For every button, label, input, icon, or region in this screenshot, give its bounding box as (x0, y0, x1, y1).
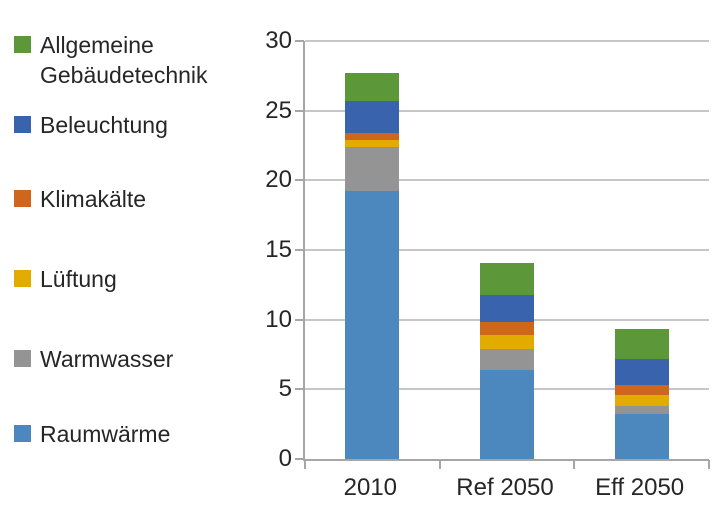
gridline-30 (305, 40, 709, 42)
gridline-15 (305, 249, 709, 251)
bar-segment-eff-2050-klimak-lte (614, 385, 669, 395)
legend-item-beleuchtung: Beleuchtung (14, 110, 168, 140)
bar-ref-2050 (480, 262, 534, 459)
bar-segment-2010-l-ftung (345, 139, 400, 147)
legend-label: Raumwärme (40, 421, 171, 447)
bar-segment-eff-2050-allgemeine-geb-udetechnik (614, 329, 669, 359)
x-category-label-2010: 2010 (343, 474, 398, 501)
y-tick-label-25: 25 (265, 96, 292, 124)
bar-segment-eff-2050-warmwasser (614, 406, 669, 415)
x-tick-mark-2 (573, 460, 576, 469)
x-category-label-ref-2050: Ref 2050 (456, 474, 554, 501)
y-tick-label-30: 30 (265, 27, 292, 54)
x-axis-labels: 2010 Ref 2050 Eff 2050 (303, 474, 707, 504)
legend-item-l-ftung: Lüftung (14, 264, 117, 294)
bar-segment-eff-2050-beleuchtung (614, 358, 669, 386)
y-tick-label-15: 15 (265, 236, 292, 263)
y-tick-label-10: 10 (265, 305, 292, 333)
bar-segment-ref-2050-klimak-lte (480, 322, 534, 336)
y-tick-mark-10 (295, 318, 304, 321)
bar-segment-2010-warmwasser (345, 146, 400, 192)
y-tick-mark-5 (295, 388, 304, 391)
legend-item-warmwasser: Warmwasser (14, 344, 173, 374)
bar-segment-ref-2050-warmwasser (480, 348, 534, 370)
bar-segment-2010-allgemeine-geb-udetechnik (345, 73, 400, 101)
legend-label: Lüftung (40, 266, 117, 292)
y-tick-mark-20 (295, 179, 304, 182)
bar-segment-ref-2050-beleuchtung (480, 294, 534, 323)
legend-item-allgemeine-geb-udetechnik: Allgemeine Gebäudetechnik (14, 30, 240, 90)
legend-swatch-l-ftung (14, 270, 31, 287)
legend-label: Beleuchtung (40, 112, 168, 138)
x-tick-mark-0 (304, 460, 306, 469)
bar-segment-2010-klimak-lte (345, 133, 400, 140)
legend-item-klimak-lte: Klimakälte (14, 184, 146, 214)
legend-swatch-raumw-rme (14, 425, 31, 442)
gridline-20 (305, 179, 709, 182)
bar-eff-2050 (614, 329, 669, 459)
bar-segment-ref-2050-allgemeine-geb-udetechnik (480, 262, 534, 295)
bar-2010 (345, 73, 400, 459)
x-tick-mark-1 (438, 460, 441, 469)
y-tick-label-5: 5 (278, 375, 292, 403)
y-axis-labels: 0 5 10 15 20 25 30 (200, 29, 292, 471)
legend-label: Klimakälte (40, 186, 147, 212)
chart-legend: Allgemeine Gebäudetechnik Beleuchtung Klim… (14, 0, 244, 518)
legend-swatch-warmwasser (14, 350, 31, 367)
legend-label: Allgemeine Gebäudetechnik (40, 32, 208, 88)
legend-label: Warmwasser (40, 346, 174, 372)
x-category-label-eff-2050: Eff 2050 (595, 474, 685, 501)
bar-segment-2010-beleuchtung (345, 100, 400, 133)
legend-swatch-beleuchtung (14, 116, 31, 133)
legend-swatch-klimak-lte (14, 190, 31, 207)
x-tick-mark-3 (708, 460, 710, 469)
legend-item-raumw-rme: Raumwärme (14, 419, 170, 449)
bar-segment-2010-raumw-rme (345, 191, 400, 459)
bar-segment-ref-2050-l-ftung (480, 335, 534, 349)
y-tick-mark-0 (295, 458, 304, 460)
y-tick-label-0: 0 (278, 445, 292, 472)
bar-segment-ref-2050-raumw-rme (480, 369, 534, 459)
y-tick-mark-30 (295, 40, 304, 42)
plot-area (295, 40, 710, 469)
gridline-25 (305, 109, 709, 112)
y-tick-mark-15 (295, 249, 304, 251)
y-tick-mark-25 (295, 109, 304, 112)
bar-segment-eff-2050-l-ftung (614, 394, 669, 407)
bar-segment-eff-2050-raumw-rme (614, 414, 669, 459)
y-tick-label-20: 20 (265, 166, 292, 194)
legend-swatch-allgemeine-geb-udetechnik (14, 36, 31, 53)
